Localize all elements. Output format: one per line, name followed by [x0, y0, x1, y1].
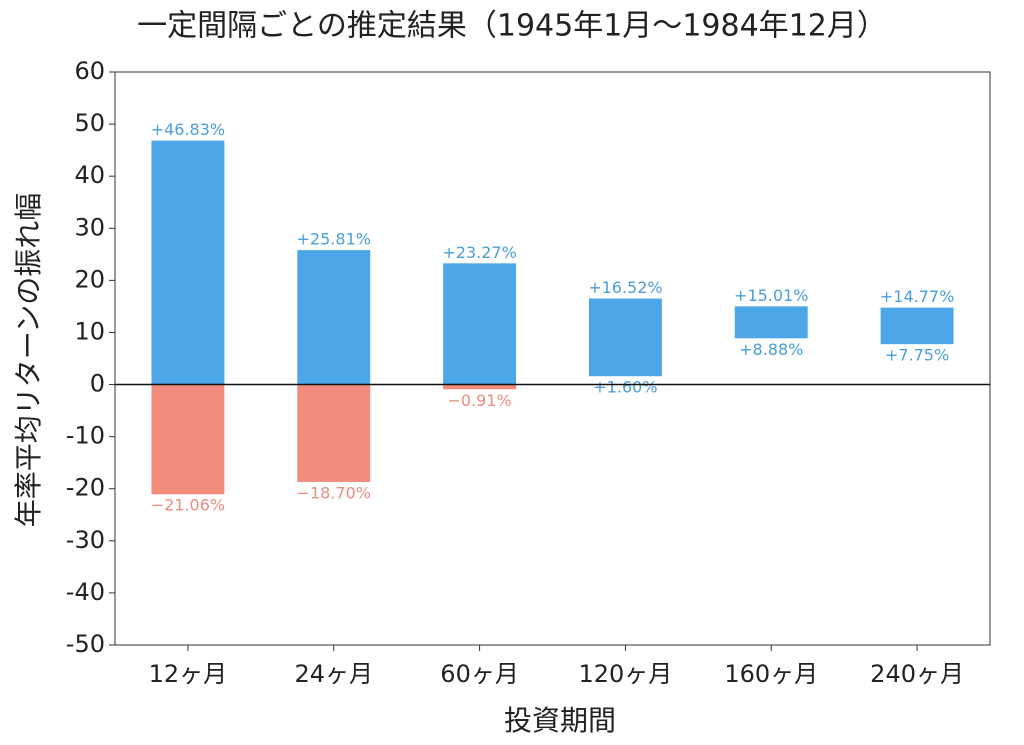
- y-axis-label: 年率平均リターンの振れ幅: [12, 193, 45, 528]
- low-label: +8.88%: [739, 340, 803, 359]
- y-tick-label: -40: [66, 578, 105, 606]
- positive-bar: [734, 306, 808, 339]
- positive-bar: [880, 307, 954, 345]
- x-tick-label: 12ヶ月: [149, 660, 228, 688]
- x-tick-label: 60ヶ月: [440, 660, 519, 688]
- high-label: +15.01%: [734, 286, 808, 305]
- x-tick-label: 24ヶ月: [294, 660, 373, 688]
- y-tick-label: 0: [90, 370, 105, 398]
- chart-title: 一定間隔ごとの推定結果（1945年1月～1984年12月）: [137, 9, 887, 44]
- y-tick-label: 50: [74, 109, 105, 137]
- negative-bar: [443, 384, 517, 390]
- high-label: +14.77%: [880, 287, 954, 306]
- plot-frame: [114, 71, 991, 646]
- y-tick-label: -30: [66, 526, 105, 554]
- x-axis-label: 投資期間: [504, 704, 616, 737]
- low-label: +1.60%: [593, 378, 657, 397]
- x-tick-label: 160ヶ月: [724, 660, 818, 688]
- y-tick-label: 20: [74, 265, 105, 293]
- positive-bar: [151, 140, 225, 385]
- positive-bar: [588, 298, 662, 377]
- low-label: −0.91%: [447, 391, 511, 410]
- high-label: +16.52%: [588, 278, 662, 297]
- positive-bar: [443, 263, 517, 385]
- low-label: +7.75%: [885, 346, 949, 365]
- high-label: +23.27%: [442, 243, 516, 262]
- y-tick-label: -10: [66, 422, 105, 450]
- x-tick-label: 120ヶ月: [579, 660, 673, 688]
- low-label: −18.70%: [297, 483, 371, 502]
- y-tick-label: -50: [66, 630, 105, 658]
- x-tick-label: 240ヶ月: [870, 660, 964, 688]
- high-label: +46.83%: [151, 120, 225, 139]
- negative-bar: [297, 384, 371, 482]
- low-label: −21.06%: [151, 496, 225, 515]
- negative-bar: [151, 384, 225, 495]
- y-tick-label: -20: [66, 474, 105, 502]
- positive-bar: [297, 250, 371, 385]
- y-tick-label: 60: [74, 57, 105, 85]
- y-tick-label: 30: [74, 213, 105, 241]
- y-tick-label: 40: [74, 161, 105, 189]
- y-tick-label: 10: [74, 317, 105, 345]
- high-label: +25.81%: [297, 230, 371, 249]
